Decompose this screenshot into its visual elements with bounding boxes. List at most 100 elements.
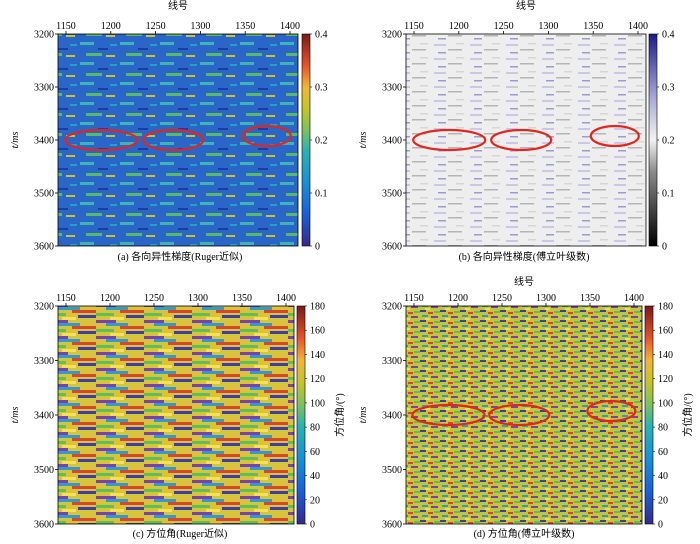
highlight-ellipse: [488, 403, 551, 427]
y-tick-label: 3200: [382, 30, 402, 41]
colorbar-tick-label: 0: [310, 520, 315, 531]
panel-caption: (b) 各向异性梯度(傅立叶级数): [459, 250, 590, 263]
y-tick-label: 3500: [34, 189, 54, 200]
y-tick-label: 3400: [34, 136, 54, 147]
y-tick-label: 3400: [382, 411, 402, 422]
colorbar-tick-label: 60: [658, 447, 668, 458]
panel-caption: (d) 方位角(傅立叶级数): [474, 527, 575, 540]
x-tick-label: 1350: [580, 293, 600, 304]
x-tick-label: 1300: [190, 21, 210, 32]
panel-0: 线号 1150 1200 1250 1300 1350 1400 3200 3300 3400 35…: [10, 0, 328, 263]
colorbar-tick-label: 140: [310, 350, 325, 361]
y-axis-label: t/ms: [358, 132, 369, 149]
y-tick-label: 3600: [34, 242, 54, 253]
x-tick-label: 1250: [494, 21, 514, 32]
colorbar-tick-label: 0.1: [662, 189, 675, 200]
colorbar-tick-label: 0.2: [662, 136, 675, 147]
y-tick-label: 3300: [382, 356, 402, 367]
colorbar-tick-label: 40: [658, 471, 668, 482]
colorbar-tick-label: 180: [658, 302, 673, 313]
colorbar-tick-label: 0: [315, 242, 320, 253]
highlight-ellipse: [241, 124, 292, 148]
x-tick-label: 1150: [56, 21, 76, 32]
colorbar-tick-label: 0.3: [662, 83, 675, 94]
y-axis-label: t/ms: [358, 407, 369, 424]
x-tick-label: 1300: [538, 21, 558, 32]
x-tick-label: 1300: [188, 293, 208, 304]
y-tick-label: 3200: [382, 302, 402, 313]
highlight-ellipse: [142, 128, 205, 152]
highlight-ellipse: [411, 403, 486, 427]
colorbar-tick-label: 120: [310, 374, 325, 385]
y-tick-label: 3600: [382, 520, 402, 531]
colorbar: [301, 33, 311, 247]
colorbar-tick-label: 40: [310, 471, 320, 482]
panel-caption: (c) 方位角(Ruger近似): [133, 527, 228, 540]
y-tick-label: 3200: [34, 302, 54, 313]
colorbar-tick-label: 80: [310, 423, 320, 434]
panel-2: 1150 1200 1250 1300 1350 14003200330034003500…: [10, 293, 346, 540]
x-tick-label: 1250: [492, 293, 512, 304]
x-tick-label: 1200: [101, 21, 121, 32]
colorbar-tick-label: 120: [658, 374, 673, 385]
x-tick-label: 1300: [536, 293, 556, 304]
top-axis-label: 线号: [514, 275, 534, 288]
colorbar-label: 方位角/(°): [681, 393, 694, 436]
top-axis-label: 线号: [516, 0, 536, 12]
x-tick-label: 1350: [232, 293, 252, 304]
panel-caption: (a) 各向异性梯度(Ruger近似): [118, 250, 243, 263]
y-tick-label: 3200: [34, 30, 54, 41]
x-tick-label: 1350: [583, 21, 603, 32]
panel-1: 线号 1150 1200 1250 1300 1350 1400 3200 3300 3400 35…: [358, 0, 675, 263]
colorbar-tick-label: 0.4: [662, 30, 675, 41]
x-tick-label: 1250: [144, 293, 164, 304]
x-tick-label: 1400: [280, 21, 300, 32]
y-tick-label: 3400: [382, 136, 402, 147]
highlight-ellipse: [589, 124, 640, 148]
colorbar: [648, 33, 658, 247]
panel-image: [57, 305, 295, 525]
highlight-ellipse: [412, 128, 487, 152]
y-tick-label: 3500: [382, 189, 402, 200]
colorbar-tick-label: 100: [310, 398, 325, 409]
colorbar-tick-label: 20: [658, 495, 668, 506]
x-tick-label: 1150: [56, 293, 76, 304]
x-tick-label: 1400: [624, 293, 644, 304]
colorbar-tick-label: 160: [310, 326, 325, 337]
y-tick-label: 3400: [34, 411, 54, 422]
x-tick-label: 1150: [404, 21, 424, 32]
x-tick-label: 1250: [146, 21, 166, 32]
colorbar-tick-label: 0.4: [315, 30, 328, 41]
y-tick-label: 3500: [34, 465, 54, 476]
highlight-ellipse: [64, 128, 139, 152]
highlight-ellipse: [490, 128, 553, 152]
colorbar-tick-label: 60: [310, 447, 320, 458]
colorbar-tick-label: 180: [310, 302, 325, 313]
x-tick-label: 1200: [448, 293, 468, 304]
x-tick-label: 1400: [276, 293, 296, 304]
colorbar-tick-label: 0: [658, 520, 663, 531]
x-tick-label: 1150: [404, 293, 424, 304]
colorbar-tick-label: 140: [658, 350, 673, 361]
colorbar-tick-label: 20: [310, 495, 320, 506]
panel-image: [57, 33, 299, 247]
y-tick-label: 3500: [382, 465, 402, 476]
colorbar-label: 方位角/(°): [333, 393, 346, 436]
panel-image: [405, 305, 643, 525]
colorbar-tick-label: 0: [662, 242, 667, 253]
y-tick-label: 3600: [34, 520, 54, 531]
y-tick-label: 3300: [34, 356, 54, 367]
y-axis-label: t/ms: [10, 407, 21, 424]
panel-image: [405, 33, 647, 247]
colorbar: [644, 305, 654, 525]
colorbar-tick-label: 80: [658, 423, 668, 434]
y-tick-label: 3300: [34, 83, 54, 94]
x-tick-label: 1400: [628, 21, 648, 32]
colorbar-tick-label: 0.3: [315, 83, 328, 94]
y-axis-label: t/ms: [10, 132, 21, 149]
y-tick-label: 3600: [382, 242, 402, 253]
colorbar-tick-label: 0.2: [315, 136, 328, 147]
y-tick-label: 3300: [382, 83, 402, 94]
